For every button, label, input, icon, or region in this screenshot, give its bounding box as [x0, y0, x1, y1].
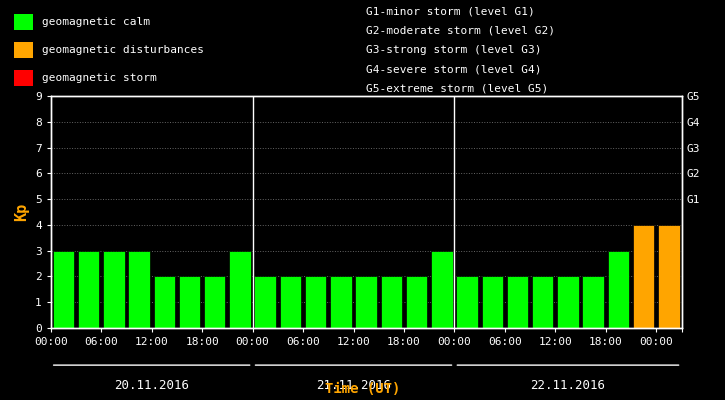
Bar: [53, 251, 74, 328]
Text: geomagnetic storm: geomagnetic storm: [42, 73, 157, 83]
Bar: [179, 276, 200, 328]
Bar: [507, 276, 529, 328]
Bar: [330, 276, 352, 328]
Bar: [14, 42, 33, 58]
Bar: [78, 251, 99, 328]
Text: Time (UT): Time (UT): [325, 382, 400, 396]
Bar: [14, 70, 33, 86]
Bar: [14, 14, 33, 30]
Bar: [582, 276, 604, 328]
Text: geomagnetic disturbances: geomagnetic disturbances: [42, 45, 204, 55]
Bar: [355, 276, 377, 328]
Text: 20.11.2016: 20.11.2016: [114, 379, 189, 392]
Text: G2-moderate storm (level G2): G2-moderate storm (level G2): [366, 25, 555, 35]
Bar: [103, 251, 125, 328]
Y-axis label: Kp: Kp: [14, 203, 30, 221]
Bar: [431, 251, 452, 328]
Text: 21.11.2016: 21.11.2016: [316, 379, 391, 392]
Bar: [128, 251, 150, 328]
Text: geomagnetic calm: geomagnetic calm: [42, 17, 150, 26]
Bar: [280, 276, 301, 328]
Bar: [154, 276, 175, 328]
Bar: [204, 276, 225, 328]
Text: G3-strong storm (level G3): G3-strong storm (level G3): [366, 45, 542, 55]
Bar: [608, 251, 629, 328]
Bar: [229, 251, 251, 328]
Bar: [456, 276, 478, 328]
Bar: [633, 225, 655, 328]
Bar: [381, 276, 402, 328]
Bar: [658, 225, 679, 328]
Bar: [532, 276, 553, 328]
Bar: [481, 276, 503, 328]
Text: 22.11.2016: 22.11.2016: [531, 379, 605, 392]
Text: G1-minor storm (level G1): G1-minor storm (level G1): [366, 6, 535, 16]
Bar: [254, 276, 276, 328]
Bar: [558, 276, 579, 328]
Text: G5-extreme storm (level G5): G5-extreme storm (level G5): [366, 84, 548, 94]
Text: G4-severe storm (level G4): G4-severe storm (level G4): [366, 64, 542, 74]
Bar: [305, 276, 326, 328]
Bar: [406, 276, 427, 328]
